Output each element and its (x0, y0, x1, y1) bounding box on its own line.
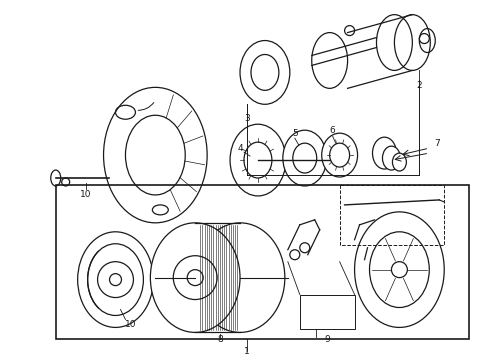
Text: 8: 8 (217, 335, 223, 344)
Text: 7: 7 (434, 139, 440, 148)
Ellipse shape (195, 223, 285, 332)
Text: 4: 4 (237, 144, 243, 153)
Text: 6: 6 (330, 126, 336, 135)
Text: 1: 1 (244, 347, 250, 356)
Ellipse shape (372, 137, 396, 169)
Ellipse shape (283, 130, 327, 186)
Text: 5: 5 (292, 129, 298, 138)
Ellipse shape (322, 133, 358, 177)
Ellipse shape (77, 232, 153, 328)
Ellipse shape (103, 87, 207, 223)
Ellipse shape (150, 223, 240, 332)
Text: 10: 10 (80, 190, 91, 199)
Bar (300, 294, 355, 329)
Bar (56, 185, 469, 339)
Ellipse shape (355, 212, 444, 328)
Text: 10: 10 (124, 320, 136, 329)
Text: 2: 2 (416, 81, 422, 90)
Ellipse shape (392, 153, 406, 171)
Text: 3: 3 (244, 114, 250, 123)
Text: 9: 9 (325, 335, 331, 344)
Ellipse shape (383, 146, 400, 170)
Ellipse shape (230, 124, 286, 196)
Bar (340, 185, 444, 245)
